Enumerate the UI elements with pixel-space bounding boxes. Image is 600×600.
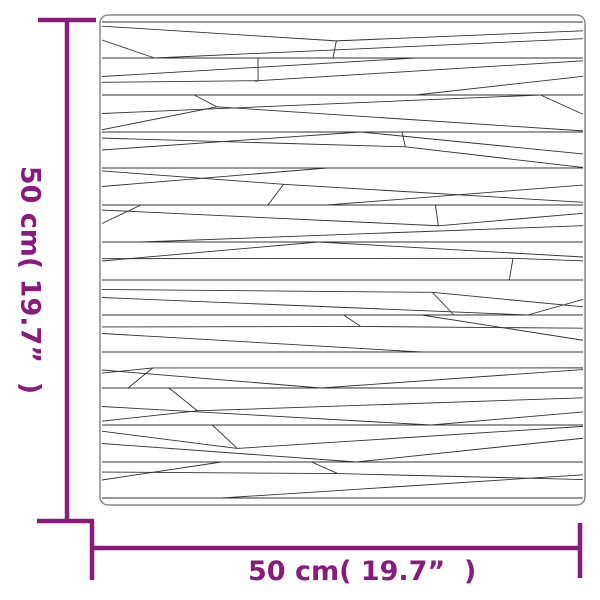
panel-facet-line [318, 241, 584, 258]
panel-facet-line [540, 94, 584, 115]
panel-facet-line [508, 258, 514, 281]
panel-facet-line [101, 289, 433, 293]
panel-facet-line [101, 369, 321, 389]
panel-facet-line [101, 80, 259, 83]
panel-facet-line [332, 40, 337, 59]
panel-facet-line [101, 367, 153, 374]
wall-panel [99, 14, 586, 506]
panel-facet-line [101, 25, 337, 42]
panel-facet-line [140, 225, 584, 243]
panel-facet-line [101, 167, 328, 187]
panel-facet-line [101, 106, 218, 131]
dimension-lines [37, 17, 583, 580]
panel-facet-line [320, 369, 584, 389]
panel-facet-line [101, 241, 319, 262]
panel-facet-line [101, 333, 422, 353]
panel-facet-line [101, 430, 238, 449]
panel-facet-line [258, 60, 584, 82]
panel-facet-line [101, 170, 284, 185]
panel-facet-line [337, 473, 584, 481]
panel-facet-line [438, 212, 584, 227]
panel-facet-line [343, 314, 361, 327]
panel-facet-line [431, 411, 584, 426]
panel-facet-line [211, 424, 238, 449]
panel-facet-line [237, 425, 584, 449]
panel-border [99, 14, 586, 506]
panel-facet-line [216, 106, 584, 132]
panel-facet-line [356, 437, 584, 463]
panel-facet-line [101, 410, 198, 422]
panel-facet-line [360, 131, 584, 155]
panel-facet-line [101, 406, 432, 426]
panel-facet-line [154, 38, 584, 59]
panel-facet-line [101, 297, 528, 316]
panel-facet-line [101, 131, 361, 151]
panel-facet-line [401, 131, 406, 147]
panel-facet-line [434, 204, 439, 226]
panel-facet-pattern [101, 21, 584, 499]
panel-facet-line [432, 291, 584, 308]
panel-facet-line [512, 257, 584, 262]
panel-facet-line [101, 209, 439, 227]
panel-facet-line [267, 184, 285, 206]
panel-facet-line [197, 397, 584, 412]
panel-facet-line [432, 292, 455, 316]
panel-facet-line [405, 146, 584, 168]
panel-facet-line [283, 183, 584, 203]
panel-facet-line [193, 94, 218, 108]
height-label: 50 cm( 19.7” ) [14, 165, 46, 395]
panel-facet-line [527, 299, 584, 316]
panel-facet-line [101, 137, 406, 148]
panel-facet-line [101, 39, 155, 59]
panel-facet-line [415, 75, 584, 96]
panel-facet-line [101, 326, 361, 328]
panel-facet-line [327, 184, 584, 206]
panel-facet-line [311, 461, 338, 474]
panel-facet-line [127, 367, 153, 389]
width-label: 50 cm( 19.7” ) [248, 556, 477, 587]
panel-facet-line [101, 57, 416, 77]
panel-facet-line [168, 387, 198, 412]
panel-facet-line [101, 461, 222, 481]
panel-facet-line [221, 474, 584, 499]
panel-facet-line [360, 326, 584, 329]
panel-facet-line [101, 94, 541, 114]
panel-facet-line [336, 30, 584, 42]
panel-facet-line [101, 443, 357, 463]
panel-facet-line [421, 314, 584, 341]
panel-facet-line [101, 471, 338, 474]
panel-facet-line [101, 204, 142, 224]
